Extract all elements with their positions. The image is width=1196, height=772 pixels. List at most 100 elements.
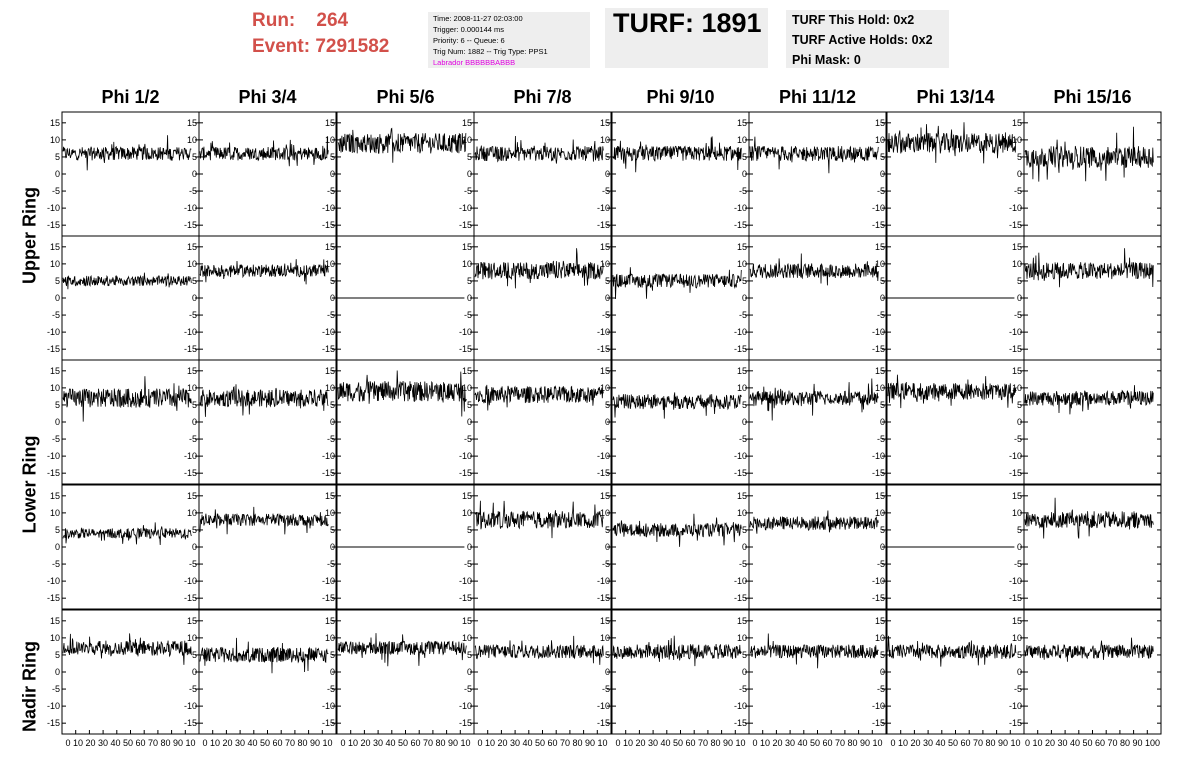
- panel-frame: [336, 359, 475, 485]
- waveform-panel: -15 -10 -5 0 5 10 15: [47, 111, 200, 237]
- y-tick-label: -15: [459, 220, 472, 230]
- y-tick-label: 10: [1012, 508, 1022, 518]
- phi-mask: Phi Mask: 0: [792, 53, 861, 67]
- waveform-trace: [887, 122, 1017, 164]
- waveform-trace: [887, 374, 1017, 409]
- y-tick-label: 0: [742, 542, 747, 552]
- y-tick-label: 10: [875, 383, 885, 393]
- y-tick-label: -5: [464, 559, 472, 569]
- y-tick-label: 0: [55, 542, 60, 552]
- panel-frame: [611, 111, 750, 237]
- panel-frame: [61, 235, 200, 361]
- y-tick-label: 15: [737, 491, 747, 501]
- y-tick-label: -10: [459, 576, 472, 586]
- y-tick-label: -15: [47, 220, 60, 230]
- panel-frame: [886, 111, 1025, 237]
- y-tick-label: 5: [192, 276, 197, 286]
- y-tick-label: -10: [459, 327, 472, 337]
- time-line: Time: 2008-11-27 02:03:00: [433, 14, 523, 23]
- y-tick-label: -10: [734, 701, 747, 711]
- y-tick-label: -10: [1009, 203, 1022, 213]
- y-tick-label: 0: [192, 293, 197, 303]
- y-tick-label: 5: [330, 152, 335, 162]
- waveform-panel: -15 -10 -5 0 5 10 15: [459, 484, 612, 610]
- y-tick-label: 15: [325, 118, 335, 128]
- waveform-panel: -15 -10 -5 0 5 10 15: [47, 484, 200, 610]
- y-tick-label: -15: [184, 593, 197, 603]
- waveform-panel: -15 -10 -5 0 5 10 15: [459, 235, 612, 361]
- y-tick-label: 15: [1012, 491, 1022, 501]
- y-tick-label: 5: [880, 525, 885, 535]
- y-tick-label: -15: [322, 344, 335, 354]
- y-tick-label: -10: [597, 701, 610, 711]
- y-tick-label: 15: [737, 616, 747, 626]
- y-tick-label: 5: [605, 152, 610, 162]
- x-axis-tick-labels: 0 10 20 30 40 50 60 70 80 90 10: [752, 738, 882, 748]
- y-tick-label: 10: [187, 383, 197, 393]
- trigger-info-box: Time: 2008-11-27 02:03:00 Trigger: 0.000…: [428, 12, 590, 68]
- y-tick-label: 10: [462, 383, 472, 393]
- waveform-trace: [337, 127, 467, 163]
- y-tick-label: 10: [600, 259, 610, 269]
- waveform-panel: -15 -10 -5 0 5 10 15: [872, 235, 1025, 361]
- y-tick-label: 0: [467, 542, 472, 552]
- y-tick-label: -5: [602, 186, 610, 196]
- waveform-panel: -15 -10 -5 0 5 10 15 0 10 20 30 40 50 60 70 80 …: [47, 609, 200, 748]
- y-tick-label: -15: [47, 718, 60, 728]
- waveform-panel: -15 -10 -5 0 5 10 15 0 10 20 30 40 50 60 70 80 …: [459, 609, 612, 748]
- waveform-panel: -15 -10 -5 0 5 10 15: [322, 235, 475, 361]
- y-tick-label: 10: [737, 508, 747, 518]
- panel-frame: [198, 359, 337, 485]
- waveform-panel: -15 -10 -5 0 5 10 15: [872, 111, 1025, 237]
- y-tick-label: 15: [462, 491, 472, 501]
- y-tick-label: 15: [187, 366, 197, 376]
- column-title: Phi 1/2: [101, 87, 160, 107]
- y-tick-label: 15: [1012, 616, 1022, 626]
- y-tick-label: 5: [605, 650, 610, 660]
- y-tick-label: 15: [325, 366, 335, 376]
- y-tick-label: 15: [875, 366, 885, 376]
- y-tick-label: -15: [872, 220, 885, 230]
- y-tick-label: 10: [187, 135, 197, 145]
- waveform-trace: [474, 384, 604, 411]
- y-tick-label: -5: [602, 434, 610, 444]
- waveform-panel: -15 -10 -5 0 5 10 15: [872, 359, 1025, 485]
- waveform-trace: [199, 637, 329, 674]
- y-tick-label: 0: [742, 417, 747, 427]
- y-tick-label: -10: [1009, 451, 1022, 461]
- y-tick-label: 5: [467, 650, 472, 660]
- y-tick-label: 15: [187, 616, 197, 626]
- y-tick-label: 10: [737, 383, 747, 393]
- y-tick-label: -5: [739, 434, 747, 444]
- y-tick-label: -15: [47, 344, 60, 354]
- y-tick-label: -10: [47, 203, 60, 213]
- waveform-trace: [474, 248, 604, 289]
- y-tick-label: -15: [872, 344, 885, 354]
- panel-frame: [198, 235, 337, 361]
- y-tick-label: 15: [737, 118, 747, 128]
- y-tick-label: 0: [55, 293, 60, 303]
- y-tick-label: -10: [1009, 327, 1022, 337]
- panel-frame: [473, 235, 612, 361]
- y-tick-label: 10: [875, 508, 885, 518]
- y-tick-label: 15: [50, 616, 60, 626]
- waveform-trace: [199, 136, 329, 167]
- y-tick-label: 5: [605, 525, 610, 535]
- y-tick-label: -10: [459, 451, 472, 461]
- y-tick-label: 0: [192, 667, 197, 677]
- y-tick-label: 5: [467, 276, 472, 286]
- waveform-panel: -15 -10 -5 0 5 10 15 0 10 20 30 40 50 60 70 80 …: [322, 609, 475, 748]
- waveform-trace: [199, 259, 329, 285]
- y-tick-label: -15: [47, 468, 60, 478]
- waveform-panel: -15 -10 -5 0 5 10 15: [872, 484, 1025, 610]
- y-tick-label: -5: [52, 186, 60, 196]
- y-tick-label: -15: [459, 344, 472, 354]
- panel-frame: [886, 359, 1025, 485]
- y-tick-label: -5: [189, 434, 197, 444]
- panel-frame: [61, 111, 200, 237]
- event-value: 7291582: [315, 36, 390, 57]
- y-tick-label: -15: [184, 718, 197, 728]
- waveform-panel: -15 -10 -5 0 5 10 15: [1009, 359, 1162, 485]
- y-tick-label: 0: [605, 169, 610, 179]
- y-tick-label: 5: [55, 650, 60, 660]
